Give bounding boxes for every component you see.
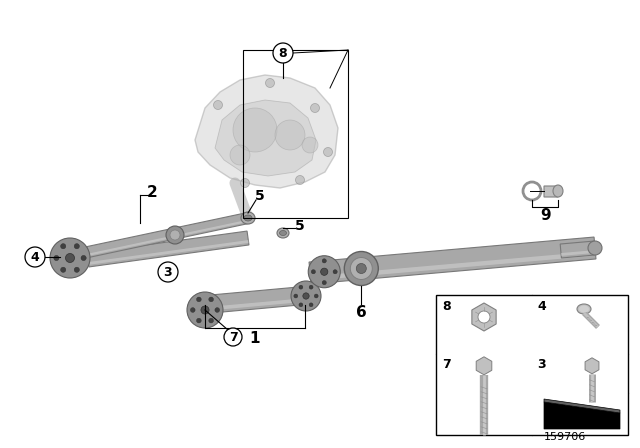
Circle shape (311, 270, 316, 274)
Text: 7: 7 (228, 331, 237, 344)
Polygon shape (199, 286, 311, 314)
Circle shape (196, 297, 201, 302)
Circle shape (61, 244, 66, 249)
Polygon shape (544, 402, 620, 429)
Text: 8: 8 (442, 300, 451, 313)
Circle shape (309, 285, 313, 289)
Polygon shape (544, 186, 560, 197)
Circle shape (209, 297, 214, 302)
Text: 159706: 159706 (544, 432, 586, 442)
Circle shape (25, 247, 45, 267)
Polygon shape (195, 75, 338, 188)
Ellipse shape (241, 212, 255, 224)
Bar (436, 295, 628, 435)
Circle shape (201, 306, 209, 314)
Ellipse shape (553, 185, 563, 197)
Circle shape (303, 293, 309, 299)
Text: 3: 3 (164, 266, 172, 279)
Polygon shape (561, 250, 595, 256)
Circle shape (323, 147, 333, 156)
Polygon shape (200, 297, 310, 311)
Circle shape (350, 258, 372, 280)
Polygon shape (310, 251, 596, 280)
Ellipse shape (577, 304, 591, 314)
Circle shape (308, 256, 340, 288)
Circle shape (275, 120, 305, 150)
Circle shape (333, 270, 337, 274)
Circle shape (588, 241, 602, 255)
Bar (243, 50, 348, 218)
Ellipse shape (244, 215, 252, 221)
Text: 5: 5 (255, 189, 265, 203)
Circle shape (299, 285, 303, 289)
Circle shape (224, 328, 242, 346)
Text: 6: 6 (356, 305, 367, 320)
Polygon shape (309, 237, 596, 284)
Polygon shape (476, 357, 492, 375)
Polygon shape (88, 240, 249, 265)
Text: 3: 3 (537, 358, 546, 371)
Text: 1: 1 (250, 331, 260, 345)
Text: 9: 9 (541, 207, 551, 223)
Circle shape (322, 280, 326, 285)
Text: 5: 5 (295, 219, 305, 233)
Circle shape (310, 103, 319, 112)
Circle shape (191, 308, 195, 312)
Circle shape (356, 263, 366, 273)
Circle shape (302, 137, 318, 153)
Ellipse shape (579, 306, 589, 313)
Polygon shape (88, 220, 249, 256)
Circle shape (321, 268, 328, 276)
Circle shape (233, 108, 277, 152)
Circle shape (65, 254, 74, 263)
Circle shape (266, 78, 275, 87)
Polygon shape (472, 303, 496, 331)
Circle shape (309, 303, 313, 307)
Polygon shape (215, 100, 316, 176)
Circle shape (478, 311, 490, 323)
Polygon shape (560, 241, 596, 258)
Text: 4: 4 (537, 300, 546, 313)
Circle shape (322, 259, 326, 263)
Circle shape (344, 251, 378, 285)
Circle shape (214, 100, 223, 109)
Circle shape (294, 294, 298, 298)
Polygon shape (544, 399, 620, 413)
Circle shape (74, 267, 79, 272)
Text: 2: 2 (147, 185, 157, 199)
Ellipse shape (280, 231, 287, 236)
Circle shape (299, 303, 303, 307)
Circle shape (215, 308, 220, 312)
Circle shape (81, 255, 86, 261)
Circle shape (209, 318, 214, 323)
Text: 8: 8 (278, 47, 287, 60)
Circle shape (166, 226, 184, 244)
Circle shape (170, 230, 180, 240)
Circle shape (158, 262, 178, 282)
Ellipse shape (277, 228, 289, 238)
Text: 7: 7 (442, 358, 451, 371)
Text: 4: 4 (31, 250, 40, 263)
Circle shape (296, 176, 305, 185)
Polygon shape (87, 213, 249, 258)
Circle shape (187, 292, 223, 328)
Circle shape (196, 318, 201, 323)
Circle shape (314, 294, 318, 298)
Circle shape (291, 281, 321, 311)
Circle shape (230, 145, 250, 165)
Circle shape (241, 178, 250, 188)
Circle shape (74, 244, 79, 249)
Polygon shape (585, 358, 599, 374)
Polygon shape (87, 231, 249, 267)
Circle shape (273, 43, 293, 63)
Circle shape (61, 267, 66, 272)
Circle shape (50, 238, 90, 278)
Circle shape (54, 255, 59, 261)
